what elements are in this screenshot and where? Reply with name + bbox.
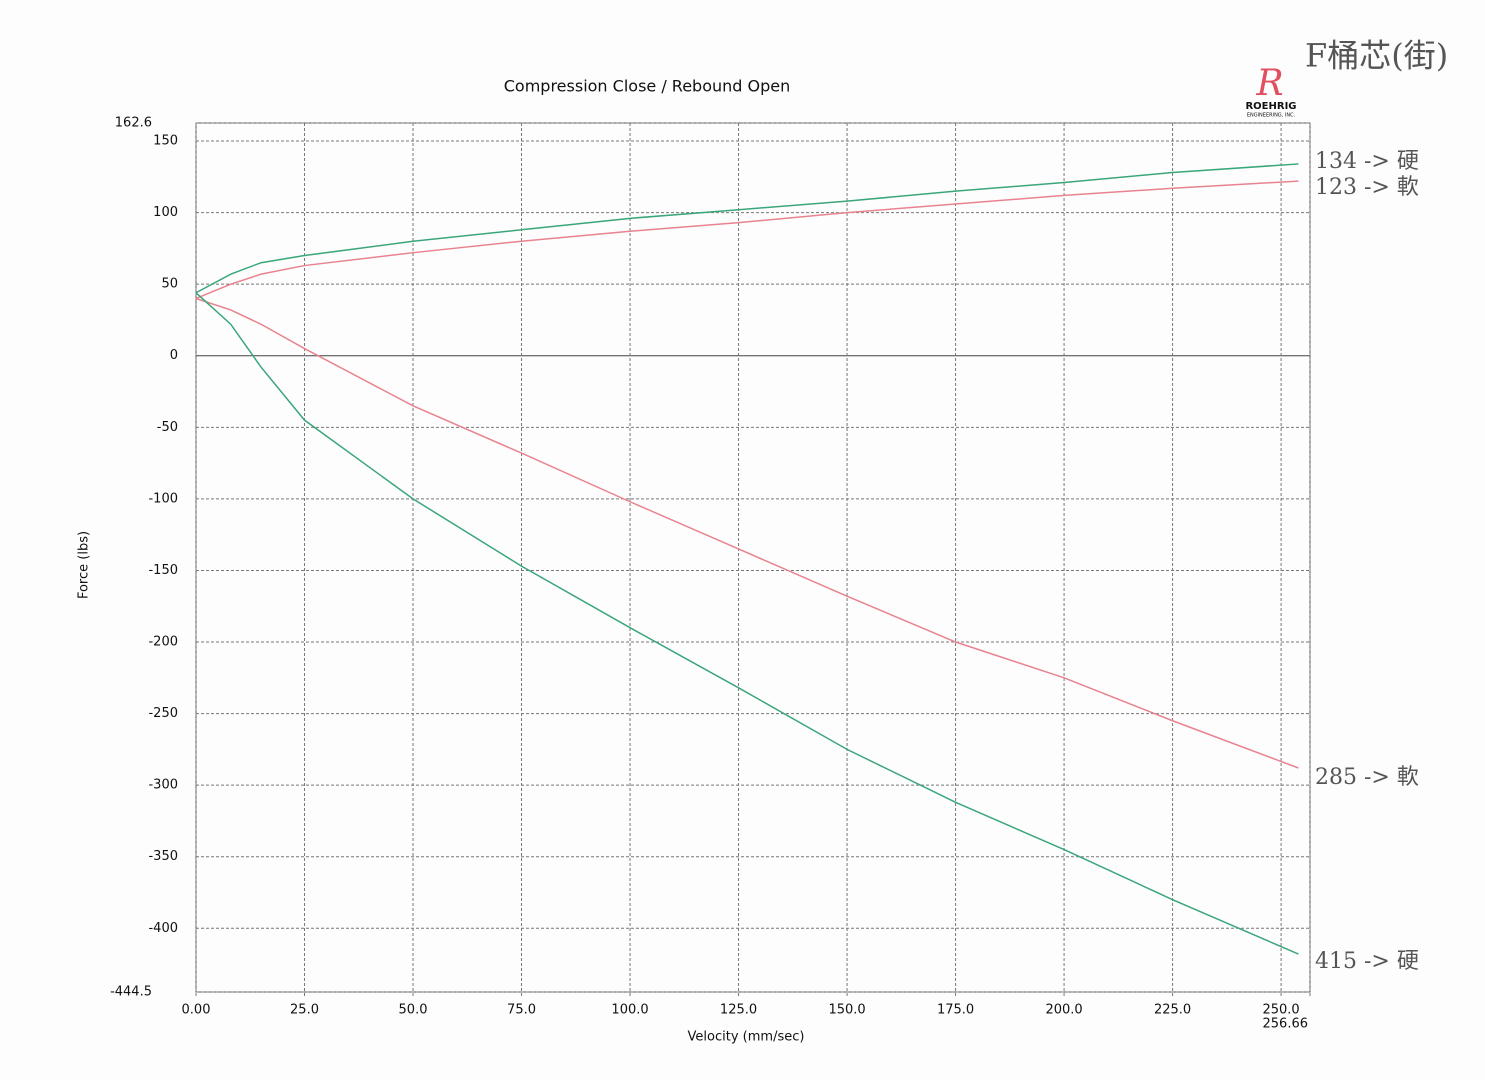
y-tick-label: -200 [148, 635, 178, 650]
x-tick-label: 225.0 [1154, 1003, 1191, 1018]
y-tick-label: -444.5 [110, 985, 152, 1000]
x-tick-label: 256.66 [1263, 1017, 1309, 1032]
logo-mark: R [1255, 63, 1283, 104]
x-tick-label: 25.0 [290, 1003, 319, 1018]
y-tick-label: -100 [148, 491, 178, 506]
x-tick-label: 150.0 [828, 1003, 865, 1018]
y-tick-label: -350 [148, 849, 178, 864]
y-tick-label: -400 [148, 921, 178, 936]
x-tick-label: 175.0 [937, 1003, 974, 1018]
x-tick-label: 50.0 [399, 1003, 428, 1018]
y-tick-label: -150 [148, 563, 178, 578]
y-tick-label: 162.6 [115, 116, 152, 131]
annotation: 123 -> 軟 [1315, 175, 1419, 200]
annotation: 415 -> 硬 [1315, 949, 1419, 974]
x-tick-label: 75.0 [507, 1003, 536, 1018]
annotation: 285 -> 軟 [1315, 765, 1419, 790]
x-tick-label: 250.0 [1262, 1003, 1299, 1018]
annotation: 134 -> 硬 [1315, 149, 1419, 174]
x-tick-label: 125.0 [720, 1003, 757, 1018]
chart-title: Compression Close / Rebound Open [504, 77, 791, 96]
y-tick-label: -250 [148, 706, 178, 721]
series-line [195, 292, 1299, 955]
x-tick-label: 200.0 [1045, 1003, 1082, 1018]
x-axis-label: Velocity (mm/sec) [688, 1030, 805, 1045]
y-tick-label: 0 [170, 348, 178, 363]
logo: ROEHRIG [1245, 101, 1296, 112]
y-tick-label: 50 [161, 277, 178, 292]
series-line [195, 163, 1299, 294]
y-tick-label: -300 [148, 778, 178, 793]
series-line [195, 297, 1299, 769]
handwritten-note: F桶芯(街) [1305, 37, 1448, 75]
logo-sub: ENGINEERING, INC. [1247, 113, 1296, 119]
y-axis-label: Force (lbs) [77, 531, 92, 599]
y-tick-label: 100 [153, 205, 178, 220]
y-tick-label: 150 [153, 134, 178, 149]
y-tick-label: -50 [157, 420, 178, 435]
x-tick-label: 0.00 [182, 1003, 211, 1018]
x-tick-label: 100.0 [611, 1003, 648, 1018]
series-line [195, 180, 1299, 300]
